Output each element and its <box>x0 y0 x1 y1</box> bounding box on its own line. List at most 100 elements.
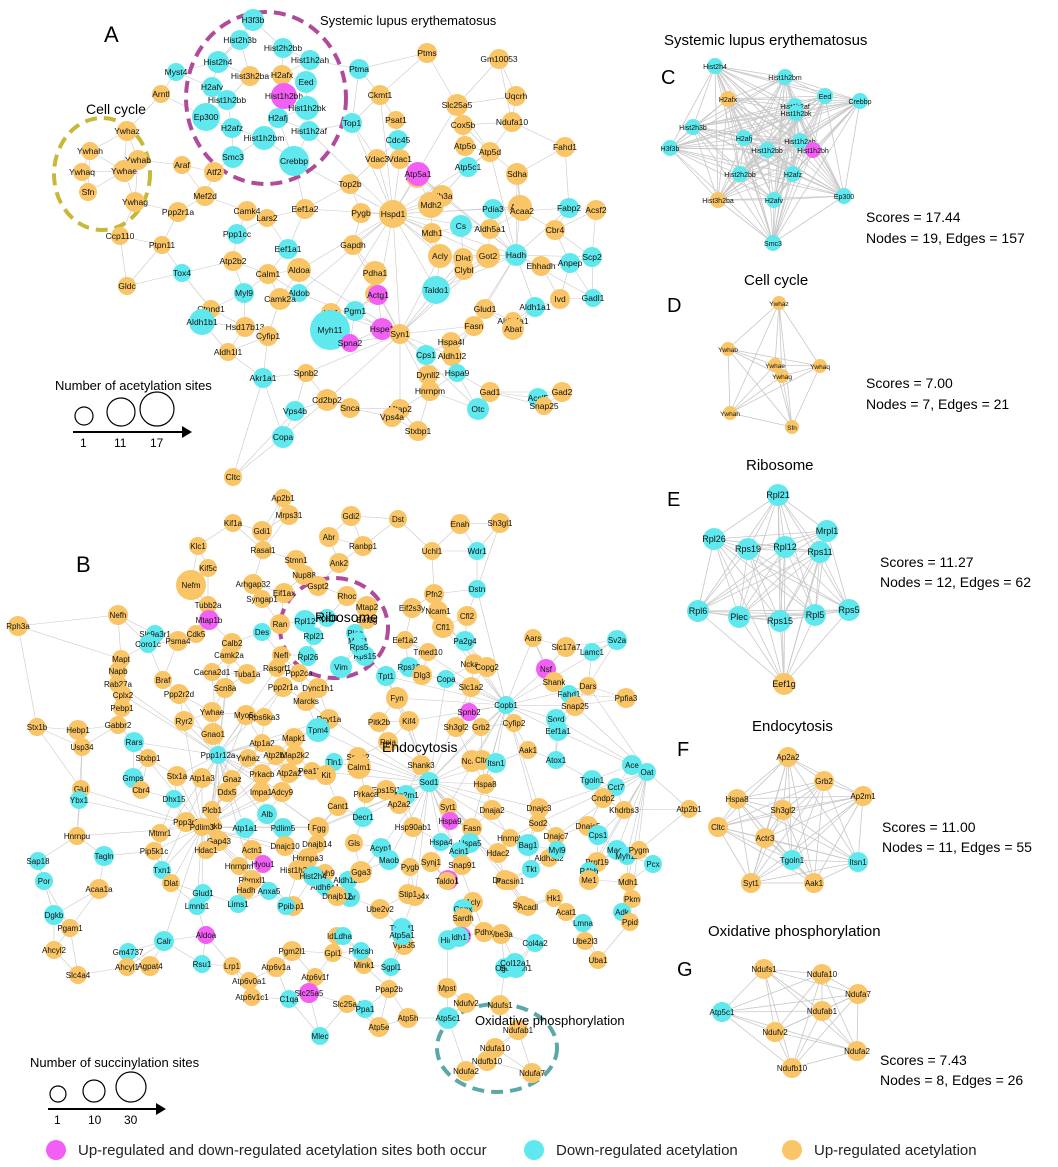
clusterC-node-hist1h2ah[interactable]: Hist1h2ah <box>784 133 816 149</box>
net-a-node-hist1h2bk[interactable]: Hist1h2bk <box>288 96 327 120</box>
net-b-node-abr[interactable]: Abr <box>319 527 339 547</box>
net-b-node-atp2a2[interactable]: Atp2a2 <box>276 763 302 783</box>
net-a-node-taldo1[interactable]: Taldo1 <box>422 276 450 304</box>
net-b-node-ap2a2[interactable]: Ap2a2 <box>387 794 411 814</box>
net-b-node-hnrnpu[interactable]: Hnrnpu <box>64 827 90 845</box>
net-b-node-cbr4[interactable]: Cbr4 <box>132 781 150 799</box>
net-a-node-hsd17b13[interactable]: Hsd17b13 <box>226 317 265 337</box>
net-a-node-fahd1[interactable]: Fahd1 <box>553 137 577 157</box>
net-a-node-ehhadh[interactable]: Ehhadh <box>526 256 556 276</box>
net-b-node-copa[interactable]: Copa <box>436 670 456 688</box>
net-b-node-eif2s3y[interactable]: Eif2s3y <box>399 598 425 618</box>
net-b-node-dnajc7[interactable]: Dnajc7 <box>544 827 569 845</box>
net-b-node-stmn1[interactable]: Stmn1 <box>284 550 308 570</box>
clusterC-node-smc3[interactable]: Smc3 <box>764 235 782 251</box>
net-a-node-smc3[interactable]: Smc3 <box>222 146 244 168</box>
net-a-node-aldob[interactable]: Aldob <box>288 284 310 302</box>
net-a-node-hspe1[interactable]: Hspe1 <box>370 318 395 340</box>
clusterD-node-ywhae[interactable]: Ywhae <box>765 358 785 372</box>
clusterC-node-hist2h2bb[interactable]: Hist2h2bb <box>724 166 756 182</box>
net-b-node-sv2a[interactable]: Sv2a <box>607 630 627 650</box>
net-a-node-atp5c1[interactable]: Atp5c1 <box>455 157 482 177</box>
clusterE-node-rps5[interactable]: Rps5 <box>838 599 860 621</box>
clusterE-node-rpl5[interactable]: Rpl5 <box>804 604 826 626</box>
net-a-node-akr1a1[interactable]: Akr1a1 <box>250 368 277 388</box>
clusterD-node-ywhaz[interactable]: Ywhaz <box>769 296 789 310</box>
net-a-node-aldh1b1[interactable]: Aldh1b1 <box>186 309 218 335</box>
net-b-node-ran[interactable]: Ran <box>270 614 290 634</box>
net-b-node-sh3gl2[interactable]: Sh3gl2 <box>444 717 469 737</box>
net-b-node-gdi1[interactable]: Gdi1 <box>252 521 272 541</box>
net-a-node-h2afz[interactable]: H2afz <box>221 118 243 138</box>
clusterD-node-ywhah[interactable]: Ywhah <box>720 406 740 420</box>
net-a-node-acsf2[interactable]: Acsf2 <box>585 200 607 220</box>
net-a-node-eed[interactable]: Eed <box>295 71 317 93</box>
clusterE-node-rps11[interactable]: Rps11 <box>807 541 833 563</box>
net-b-node-idh1[interactable]: Idh1 <box>449 927 469 947</box>
net-a-node-myh11[interactable]: Myh11 <box>310 310 350 350</box>
net-a-node-ptpn11[interactable]: Ptpn11 <box>149 236 176 254</box>
net-b-node-khdrbs3[interactable]: Khdrbs3 <box>609 801 639 819</box>
net-b-node-rpl12[interactable]: Rpl12 <box>294 610 316 632</box>
clusterC-node-hist1h2bk[interactable]: Hist1h2bk <box>780 105 812 121</box>
net-a-node-hist1h2af[interactable]: Hist1h2af <box>291 121 328 141</box>
net-a-node-spna2[interactable]: Spna2 <box>338 334 363 352</box>
net-b-node-mink1[interactable]: Mink1 <box>353 956 375 974</box>
clusterC-node-h2afx[interactable]: H2afx <box>719 91 738 107</box>
net-a-node-hist2h2bb[interactable]: Hist2h2bb <box>264 38 303 58</box>
net-b-node-pdlim3[interactable]: Pdlim3 <box>190 818 215 836</box>
net-a-node-hist2h3b[interactable]: Hist2h3b <box>223 30 257 50</box>
clusterG-node-ndufs1[interactable]: Ndufs1 <box>751 959 777 979</box>
net-b-node-lmnb1[interactable]: Lmnb1 <box>185 897 210 915</box>
net-b-node-mrps31[interactable]: Mrps31 <box>276 505 303 525</box>
net-b-node-cant1[interactable]: Cant1 <box>327 796 349 816</box>
net-b-node-plcb1[interactable]: Plcb1 <box>202 801 223 819</box>
net-b-node-rps6ka3[interactable]: Rps6ka3 <box>248 708 280 726</box>
net-b-node-ybx1[interactable]: Ybx1 <box>70 791 89 809</box>
net-a-node-hnrnpm[interactable]: Hnrnpm <box>415 381 445 401</box>
net-b-node-vim[interactable]: Vim <box>330 656 352 678</box>
net-b-node-ahcyl2[interactable]: Ahcyl2 <box>42 941 67 959</box>
net-b-node-atp6v1a[interactable]: Atp6v1a <box>261 957 291 977</box>
net-a-node-fabp2[interactable]: Fabp2 <box>557 198 581 218</box>
clusterG-node-ndufv2[interactable]: Ndufv2 <box>762 1022 788 1042</box>
net-b-node-tubb2a[interactable]: Tubb2a <box>195 596 222 614</box>
net-a-node-abat[interactable]: Abat <box>502 318 524 340</box>
net-b-node-dnajb12[interactable]: Dnajb12 <box>322 886 352 906</box>
clusterE-node-eef1g[interactable]: Eef1g <box>772 673 796 695</box>
net-b-node-cct7[interactable]: Cct7 <box>607 778 625 796</box>
net-b-node-shank3[interactable]: Shank3 <box>407 755 435 775</box>
net-a-node-dynll2[interactable]: Dynll2 <box>416 365 440 385</box>
net-a-node-aldh1a1[interactable]: Aldh1a1 <box>519 297 551 317</box>
net-b-node-mapk1[interactable]: Mapk1 <box>282 728 307 748</box>
net-a-node-ywhah[interactable]: Ywhah <box>77 142 103 160</box>
net-a-node-cdc45[interactable]: Cdc45 <box>386 130 411 150</box>
net-a-node-psat1[interactable]: Psat1 <box>385 111 407 129</box>
net-b-node-ap2b1[interactable]: Ap2b1 <box>271 489 295 507</box>
net-b-node-dstn[interactable]: Dstn <box>468 580 486 598</box>
net-a-node-ptma[interactable]: Ptma <box>349 59 369 79</box>
net-a-node-hist1h2bm[interactable]: Hist1h2bm <box>244 126 285 150</box>
net-b-node-tagln[interactable]: Tagln <box>94 846 114 866</box>
net-b-node-dnajc3[interactable]: Dnajc3 <box>527 798 552 818</box>
net-a-node-eef1a2[interactable]: Eef1a2 <box>292 199 319 219</box>
net-a-node-cox5b[interactable]: Cox5b <box>451 115 476 135</box>
net-a-node-hspa9[interactable]: Hspa9 <box>445 364 470 382</box>
net-b-node-alb[interactable]: Alb <box>257 804 277 824</box>
clusterE-node-plec[interactable]: Plec <box>728 606 750 628</box>
net-b-node-braf[interactable]: Braf <box>154 671 172 689</box>
net-b-node-fgg[interactable]: Fgg <box>309 818 329 838</box>
clusterC-node-hist3h2ba[interactable]: Hist3h2ba <box>702 192 734 208</box>
net-a-node-actg1[interactable]: Actg1 <box>367 285 389 305</box>
clusterE-node-rps19[interactable]: Rps19 <box>735 538 761 560</box>
net-b-node-tpt1[interactable]: Tpt1 <box>376 666 396 686</box>
net-b-node-syngap1[interactable]: Syngap1 <box>246 590 278 608</box>
clusterC-node-crebbp[interactable]: Crebbp <box>849 93 872 109</box>
net-b-node-rpl26[interactable]: Rpl26 <box>298 648 319 666</box>
net-b-node-pacsin1[interactable]: Pacsin1 <box>496 872 525 890</box>
net-a-node-atf2[interactable]: Atf2 <box>204 162 224 182</box>
net-b-node-hnrnpm[interactable]: Hnrnpm <box>225 857 254 875</box>
net-b-node-map2k2[interactable]: Map2k2 <box>281 745 310 765</box>
clusterG-node-ndufab1[interactable]: Ndufab1 <box>807 1001 838 1021</box>
net-b-node-atp6v1f[interactable]: Atp6v1f <box>301 968 329 986</box>
